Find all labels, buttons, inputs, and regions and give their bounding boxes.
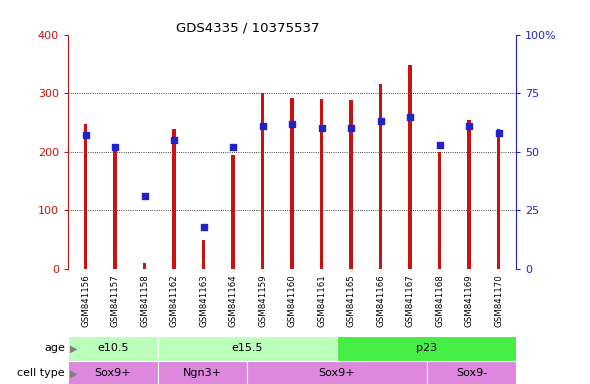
- Bar: [497, 129, 500, 269]
- Text: Ngn3+: Ngn3+: [183, 368, 222, 379]
- Bar: [247, 361, 427, 384]
- Bar: [467, 120, 471, 269]
- Bar: [113, 149, 117, 269]
- Bar: [143, 263, 146, 269]
- Bar: [231, 155, 235, 269]
- Text: Sox9+: Sox9+: [94, 368, 131, 379]
- Text: ▶: ▶: [70, 368, 77, 379]
- Bar: [158, 336, 337, 361]
- Bar: [427, 361, 516, 384]
- Point: [376, 118, 385, 124]
- Bar: [202, 240, 205, 269]
- Text: GSM841170: GSM841170: [494, 274, 503, 327]
- Text: cell type: cell type: [17, 368, 65, 379]
- Text: GSM841167: GSM841167: [405, 274, 415, 327]
- Text: ▶: ▶: [70, 343, 77, 354]
- Point: [464, 123, 474, 129]
- Point: [140, 193, 149, 199]
- Bar: [68, 336, 158, 361]
- Text: GSM841168: GSM841168: [435, 274, 444, 327]
- Text: GSM841169: GSM841169: [464, 274, 474, 327]
- Text: Sox9-: Sox9-: [456, 368, 487, 379]
- Bar: [320, 99, 323, 269]
- Text: GSM841160: GSM841160: [287, 274, 297, 327]
- Point: [228, 144, 238, 150]
- Bar: [438, 152, 441, 269]
- Point: [346, 125, 356, 131]
- Text: GSM841164: GSM841164: [228, 274, 238, 327]
- Point: [405, 114, 415, 120]
- Text: GSM841161: GSM841161: [317, 274, 326, 327]
- Text: GSM841165: GSM841165: [346, 274, 356, 327]
- Bar: [84, 124, 87, 269]
- Bar: [261, 93, 264, 269]
- Text: e10.5: e10.5: [97, 343, 129, 354]
- Bar: [172, 129, 176, 269]
- Point: [199, 223, 208, 230]
- Point: [287, 121, 297, 127]
- Bar: [158, 361, 247, 384]
- Text: GDS4335 / 10375537: GDS4335 / 10375537: [176, 21, 320, 34]
- Text: p23: p23: [416, 343, 437, 354]
- Bar: [379, 84, 382, 269]
- Text: GSM841158: GSM841158: [140, 274, 149, 327]
- Bar: [290, 98, 294, 269]
- Bar: [337, 336, 516, 361]
- Point: [494, 130, 503, 136]
- Bar: [408, 65, 412, 269]
- Point: [317, 125, 326, 131]
- Text: GSM841159: GSM841159: [258, 274, 267, 327]
- Point: [435, 142, 444, 148]
- Text: GSM841166: GSM841166: [376, 274, 385, 327]
- Text: GSM841163: GSM841163: [199, 274, 208, 327]
- Text: Sox9+: Sox9+: [319, 368, 355, 379]
- Point: [81, 132, 90, 138]
- Bar: [68, 361, 158, 384]
- Text: e15.5: e15.5: [231, 343, 263, 354]
- Text: GSM841162: GSM841162: [169, 274, 179, 327]
- Point: [258, 123, 267, 129]
- Point: [169, 137, 179, 143]
- Point: [110, 144, 120, 150]
- Text: GSM841156: GSM841156: [81, 274, 90, 327]
- Bar: [349, 100, 353, 269]
- Text: age: age: [44, 343, 65, 354]
- Text: GSM841157: GSM841157: [110, 274, 120, 327]
